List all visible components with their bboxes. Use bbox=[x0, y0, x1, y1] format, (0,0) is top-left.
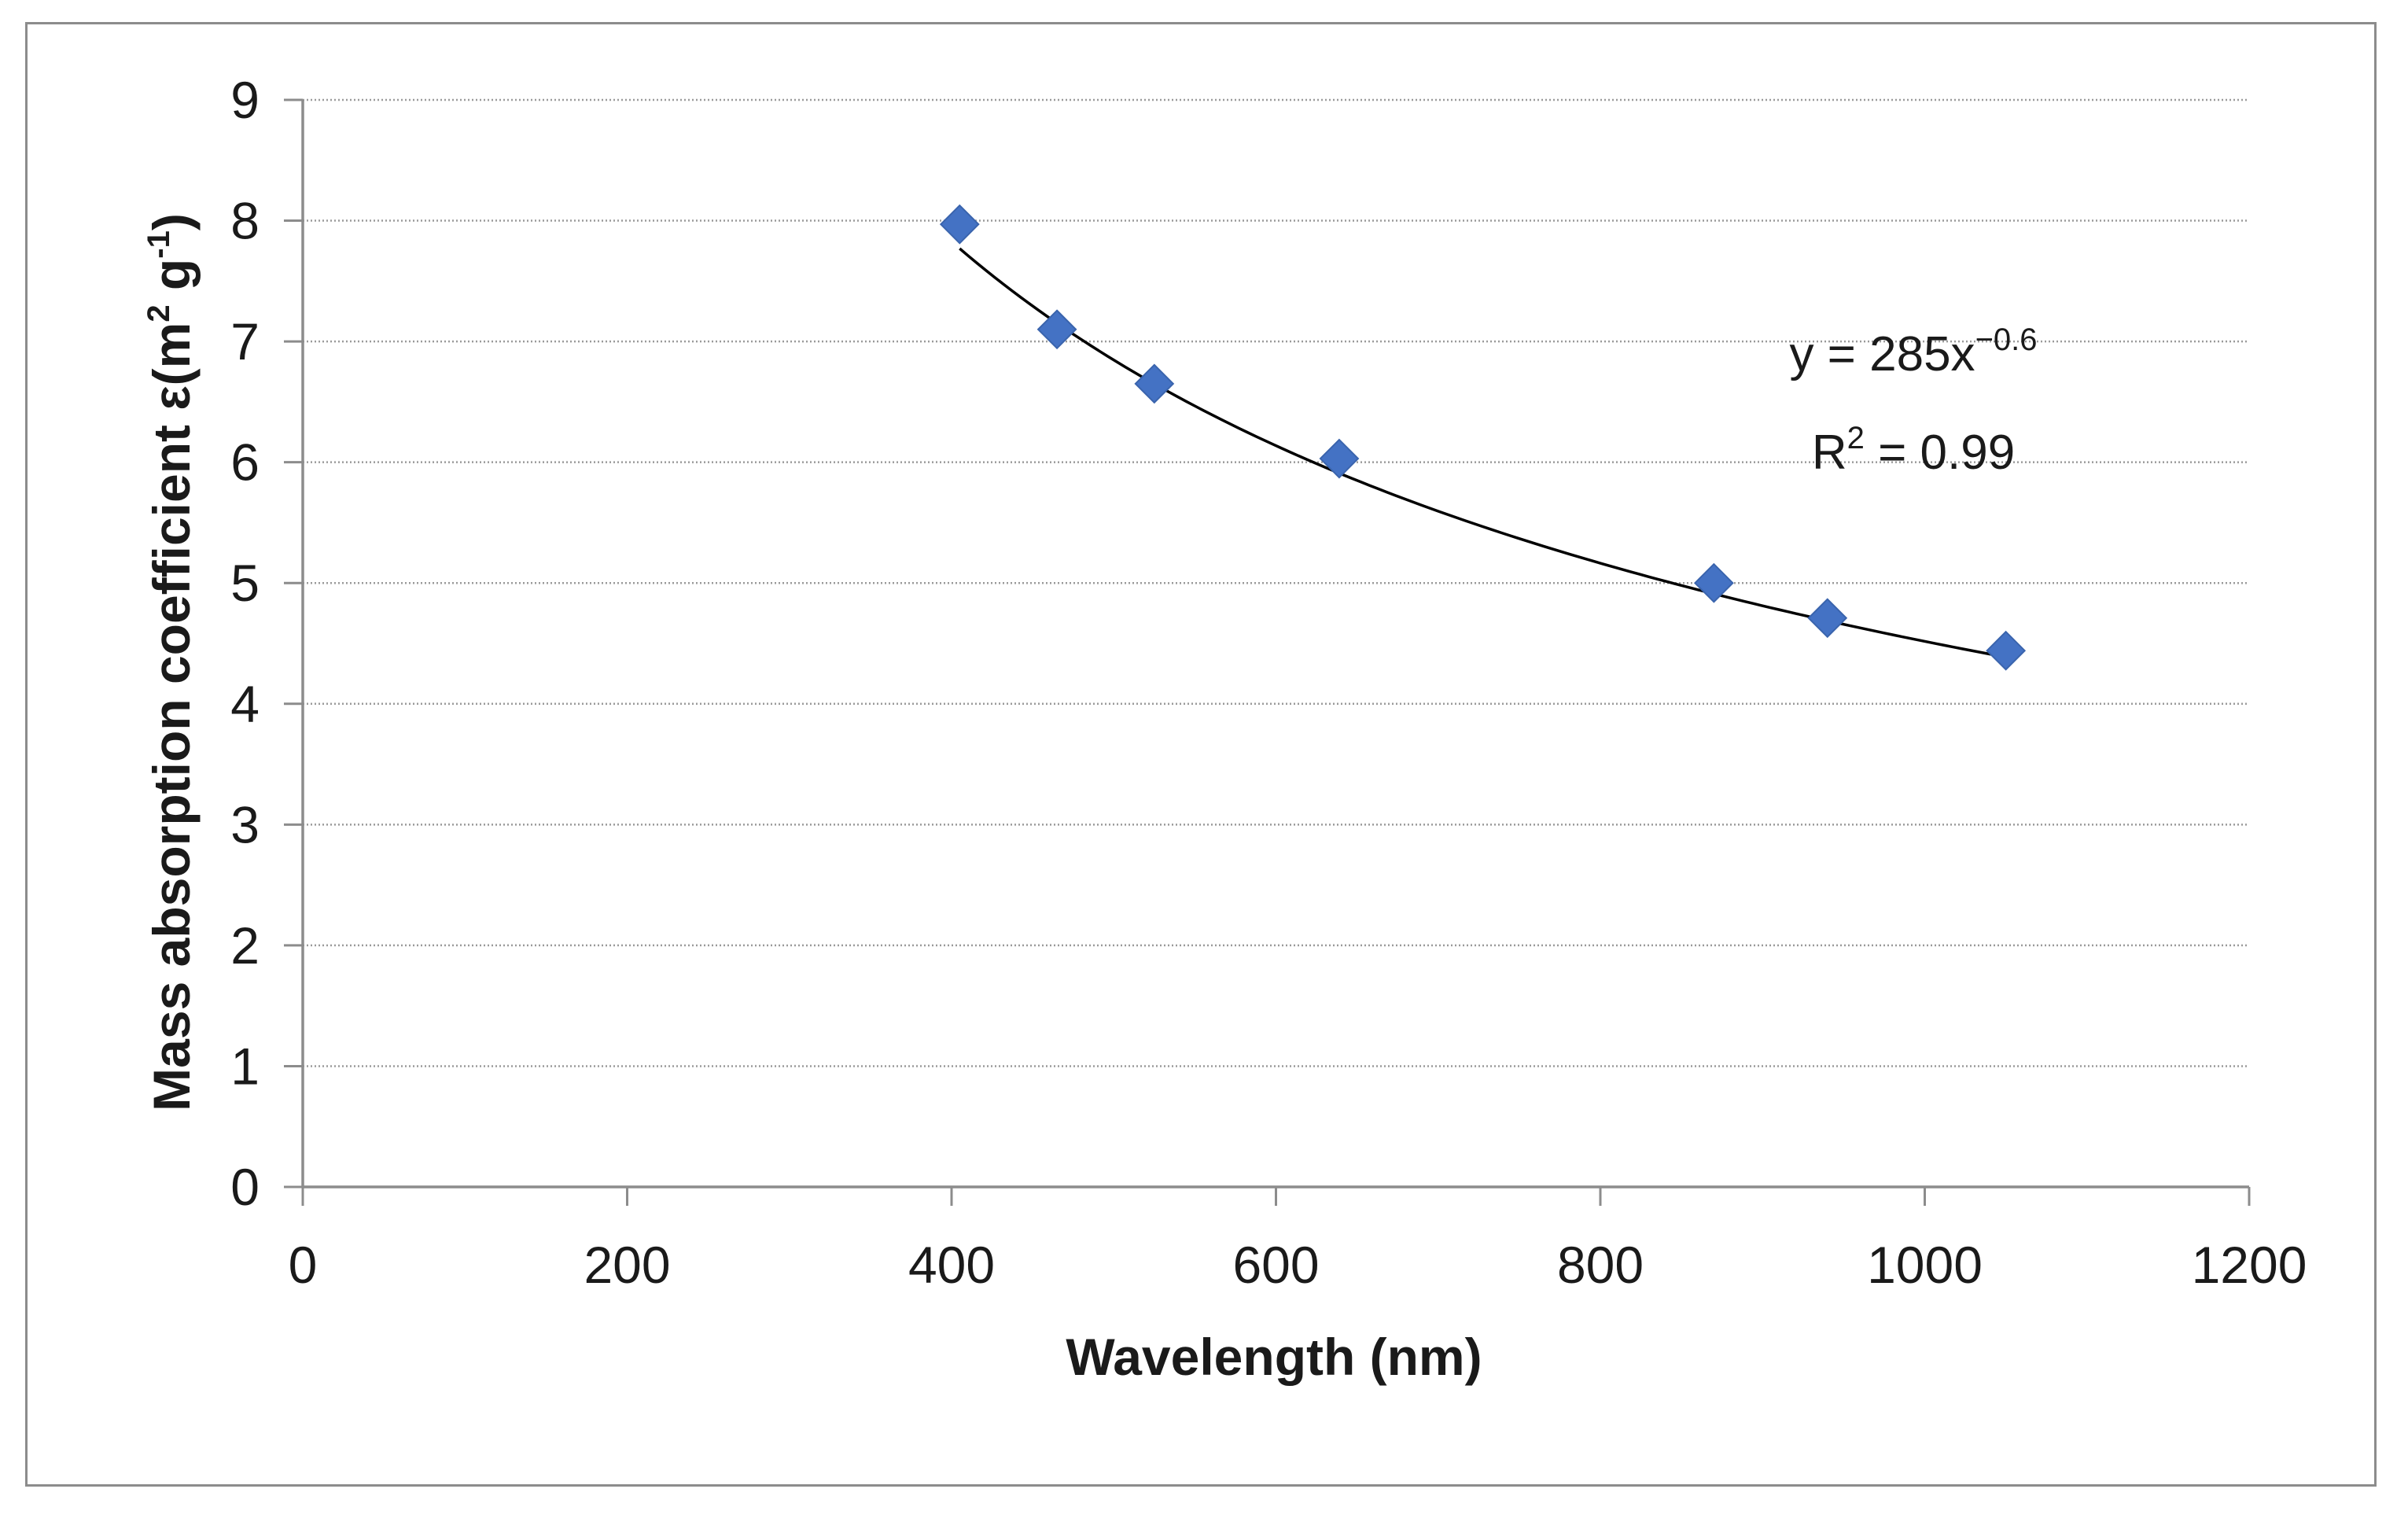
data-point-diamond bbox=[1319, 438, 1360, 479]
y-tick-label: 1 bbox=[230, 1037, 260, 1095]
r-squared-label: R2 = 0.99 bbox=[1812, 421, 2015, 480]
y-tick-label: 4 bbox=[230, 675, 260, 733]
data-point-diamond bbox=[1693, 562, 1734, 603]
gridlines bbox=[303, 98, 2249, 1067]
tick-labels: 0 1 2 3 4 5 6 7 8 9 0 200 400 600 800 1000 1200 bbox=[230, 71, 2307, 1294]
x-axis-title: Wavelength (nm) bbox=[1066, 1328, 1482, 1386]
x-tick-label: 200 bbox=[584, 1236, 670, 1294]
y-tick-label: 2 bbox=[230, 916, 260, 975]
y-tick-label: 5 bbox=[230, 554, 260, 612]
data-point-diamond bbox=[939, 204, 980, 245]
trendline-equation: y = 285x−0.6 bbox=[1789, 322, 2037, 381]
y-tick-label: 8 bbox=[230, 192, 260, 250]
x-tick-label: 600 bbox=[1232, 1236, 1319, 1294]
x-tick-label: 800 bbox=[1557, 1236, 1644, 1294]
data-point-diamond bbox=[1807, 598, 1848, 639]
y-tick-label: 9 bbox=[230, 71, 260, 129]
x-tick-label: 1000 bbox=[1867, 1236, 1983, 1294]
y-tick-label: 3 bbox=[230, 795, 260, 853]
y-axis-title: Mass absorption coefficient ε(m2 g-1) bbox=[142, 213, 201, 1111]
x-tick-label: 1200 bbox=[2192, 1236, 2307, 1294]
x-tick-label: 400 bbox=[908, 1236, 995, 1294]
x-tick-label: 0 bbox=[289, 1236, 318, 1294]
y-tick-label: 7 bbox=[230, 312, 260, 370]
y-tick-label: 6 bbox=[230, 433, 260, 492]
data-point-diamond bbox=[1036, 309, 1077, 350]
data-point-diamond bbox=[1134, 363, 1175, 404]
data-point-diamond bbox=[1986, 630, 2027, 671]
chart-frame: 0 1 2 3 4 5 6 7 8 9 0 200 400 600 800 1000 1200 Waveleng… bbox=[25, 22, 2377, 1487]
chart-svg: 0 1 2 3 4 5 6 7 8 9 0 200 400 600 800 1000 1200 Waveleng… bbox=[142, 71, 2307, 1386]
axes bbox=[284, 98, 2251, 1206]
data-points bbox=[939, 204, 2027, 671]
y-tick-label: 0 bbox=[230, 1158, 260, 1216]
